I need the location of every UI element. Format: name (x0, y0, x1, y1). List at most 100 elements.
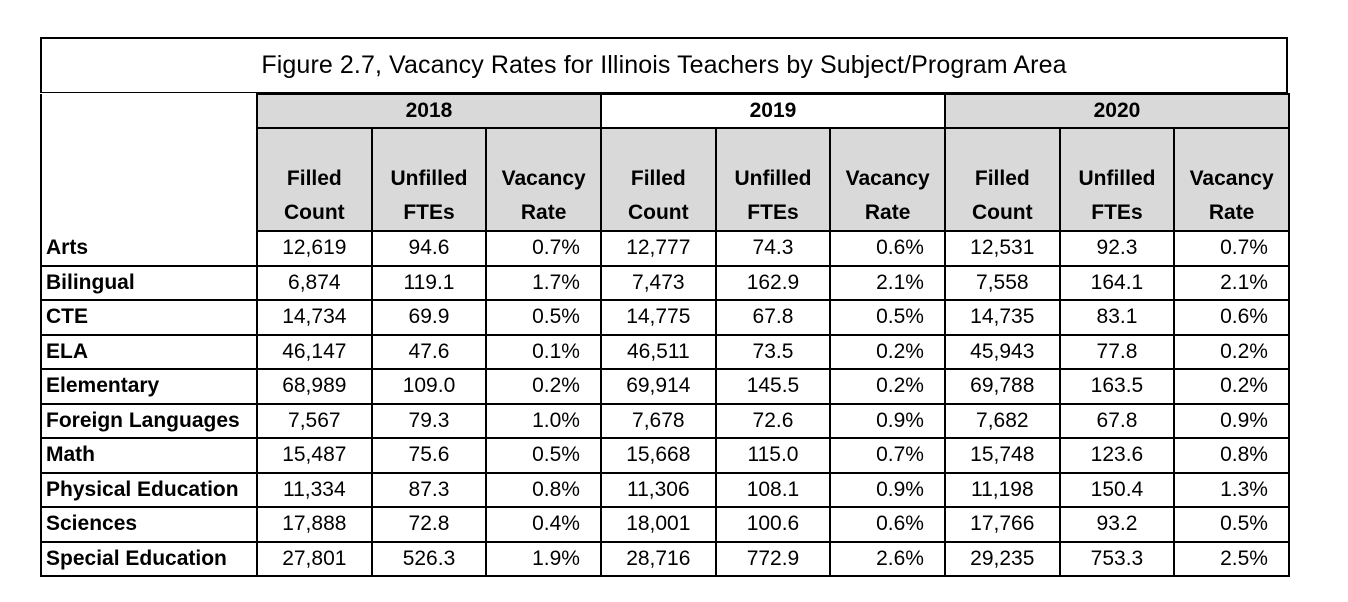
column-header-line1: Vacancy (501, 167, 586, 190)
column-header-row: Filled Count Unfilled FTEs Vacancy Rate Filled… (40, 128, 1290, 232)
row-label: Arts (40, 231, 257, 267)
table-cell: 14,775 (599, 300, 716, 336)
table-cell: 18,001 (599, 507, 716, 543)
table-cell: 7,678 (599, 403, 716, 439)
table-cell: 0.6% (829, 231, 945, 267)
table-cell: 1.7% (485, 265, 601, 301)
column-header-line2: Rate (1208, 201, 1255, 224)
table-cell: 14,735 (943, 300, 1060, 336)
figure-title: Figure 2.7, Vacancy Rates for Illinois T… (40, 37, 1288, 93)
table-cell: 119.1 (370, 265, 487, 301)
column-header-2018-0: Filled Count (256, 128, 372, 232)
table-cell: 7,473 (599, 265, 716, 301)
table-cell: 74.3 (714, 231, 831, 267)
column-header-line2: Count (284, 201, 345, 224)
table-cell: 0.7% (1173, 231, 1290, 267)
table-cell: 15,668 (599, 438, 716, 474)
table-cell: 0.2% (829, 334, 945, 370)
table-cell: 164.1 (1058, 265, 1175, 301)
column-header-line2: FTEs (747, 201, 799, 224)
table-cell: 14,734 (256, 300, 372, 336)
column-header-2020-1: Unfilled FTEs (1058, 128, 1175, 232)
table-cell: 15,487 (256, 438, 372, 474)
year-header-row: 2018 2019 2020 (40, 93, 1290, 129)
column-header-2019-1: Unfilled FTEs (714, 128, 831, 232)
table-cell: 108.1 (714, 472, 831, 508)
row-label: Foreign Languages (40, 403, 257, 439)
table-cell: 0.7% (485, 231, 601, 267)
year-header-2020: 2020 (943, 93, 1290, 129)
table-cell: 0.2% (485, 369, 601, 405)
table-cell: 0.2% (1173, 334, 1290, 370)
table-cell: 75.6 (370, 438, 487, 474)
column-header-line1: Filled (630, 167, 686, 190)
table-cell: 79.3 (370, 403, 487, 439)
table-cell: 0.8% (1173, 438, 1290, 474)
table-cell: 46,147 (256, 334, 372, 370)
table-cell: 93.2 (1058, 507, 1175, 543)
table-cell: 12,777 (599, 231, 716, 267)
table-cell: 0.9% (1173, 403, 1290, 439)
column-header-2018-2: Vacancy Rate (485, 128, 601, 232)
table-row: Foreign Languages 7,567 79.3 1.0% 7,678 72.6 0… (40, 403, 1290, 439)
table-cell: 0.9% (829, 472, 945, 508)
table-cell: 0.5% (1173, 507, 1290, 543)
table-cell: 47.6 (370, 334, 487, 370)
table-cell: 77.8 (1058, 334, 1175, 370)
table-body: Arts 12,619 94.6 0.7% 12,777 74.3 0.6% 12,531 92… (40, 231, 1290, 577)
table-cell: 753.3 (1058, 541, 1175, 577)
table-row: Special Education 27,801 526.3 1.9% 28,716 77… (40, 541, 1290, 577)
table-cell: 11,198 (943, 472, 1060, 508)
table-cell: 0.5% (829, 300, 945, 336)
table-cell: 67.8 (714, 300, 831, 336)
column-header-line1: Unfilled (390, 167, 468, 190)
column-header-line1: Filled (286, 167, 342, 190)
table-cell: 2.5% (1173, 541, 1290, 577)
table-row: Physical Education 11,334 87.3 0.8% 11,306 10… (40, 472, 1290, 508)
table-cell: 0.4% (485, 507, 601, 543)
column-header-2018-1: Unfilled FTEs (370, 128, 487, 232)
table-cell: 67.8 (1058, 403, 1175, 439)
column-header-2020-0: Filled Count (943, 128, 1060, 232)
table-cell: 72.6 (714, 403, 831, 439)
table-cell: 0.2% (829, 369, 945, 405)
table-cell: 69,788 (943, 369, 1060, 405)
column-header-line1: Vacancy (1189, 167, 1274, 190)
table-row: ELA 46,147 47.6 0.1% 46,511 73.5 0.2% 45,943 77.… (40, 334, 1290, 370)
table-cell: 772.9 (714, 541, 831, 577)
table-cell: 1.0% (485, 403, 601, 439)
column-header-line2: Count (627, 201, 689, 224)
table-cell: 72.8 (370, 507, 487, 543)
table-cell: 2.6% (829, 541, 945, 577)
column-header-line1: Unfilled (734, 167, 812, 190)
row-label: Special Education (40, 541, 257, 577)
table-cell: 2.1% (1173, 265, 1290, 301)
table-cell: 0.6% (1173, 300, 1290, 336)
table-cell: 150.4 (1058, 472, 1175, 508)
corner-cell-lower (40, 128, 257, 231)
vacancy-rate-figure: Figure 2.7, Vacancy Rates for Illinois T… (40, 37, 1290, 577)
column-header-line2: FTEs (403, 201, 455, 224)
table-row: Bilingual 6,874 119.1 1.7% 7,473 162.9 2.1% 7,5… (40, 265, 1290, 301)
corner-cell (40, 94, 257, 128)
table-cell: 123.6 (1058, 438, 1175, 474)
table-cell: 17,766 (943, 507, 1060, 543)
column-header-line1: Filled (974, 167, 1030, 190)
table-cell: 68,989 (256, 369, 372, 405)
column-header-line2: Count (971, 201, 1033, 224)
table-cell: 115.0 (714, 438, 831, 474)
row-label: ELA (40, 334, 257, 370)
row-label: Sciences (40, 507, 257, 543)
table-cell: 27,801 (256, 541, 372, 577)
column-header-2019-2: Vacancy Rate (829, 128, 945, 232)
table-cell: 0.5% (485, 438, 601, 474)
table-cell: 0.9% (829, 403, 945, 439)
year-header-2019: 2019 (599, 93, 945, 129)
table-cell: 15,748 (943, 438, 1060, 474)
row-label: Elementary (40, 369, 257, 405)
table-row: Arts 12,619 94.6 0.7% 12,777 74.3 0.6% 12,531 92… (40, 231, 1290, 267)
table-cell: 28,716 (599, 541, 716, 577)
column-header-2020-2: Vacancy Rate (1173, 128, 1290, 232)
table-cell: 0.5% (485, 300, 601, 336)
table-cell: 11,306 (599, 472, 716, 508)
